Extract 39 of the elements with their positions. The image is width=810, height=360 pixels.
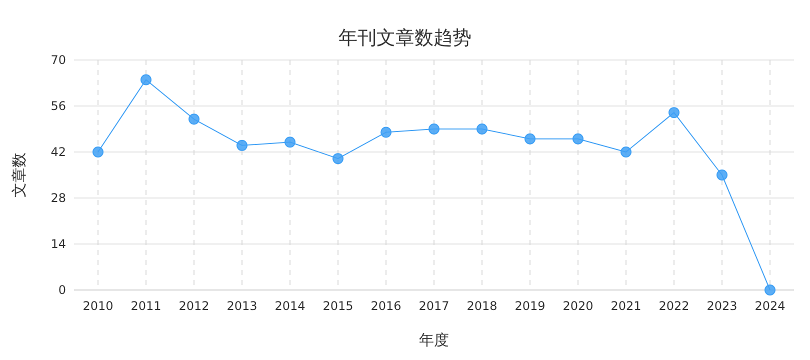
y-tick-label: 56	[50, 99, 66, 113]
x-tick-label: 2017	[418, 299, 450, 313]
point	[284, 136, 296, 148]
y-tick-label: 14	[50, 237, 66, 251]
point	[380, 126, 392, 138]
x-tick-label: 2011	[130, 299, 162, 313]
x-tick-label: 2019	[514, 299, 546, 313]
x-tick-label: 2018	[466, 299, 498, 313]
point	[332, 153, 344, 164]
x-tick-label: 2020	[562, 299, 594, 313]
point	[92, 146, 104, 158]
x-tick-label: 2014	[274, 299, 306, 313]
x-tick-label: 2024	[754, 299, 786, 313]
x-tick-label: 2016	[370, 299, 402, 313]
x-tick-label: 2015	[322, 299, 354, 313]
point	[188, 114, 200, 125]
x-tick-label: 2010	[82, 299, 114, 313]
point	[524, 133, 536, 144]
point	[140, 74, 152, 86]
point	[620, 146, 632, 158]
point	[428, 124, 440, 134]
point	[668, 107, 680, 118]
y-tick-label: 28	[50, 191, 66, 205]
point	[764, 284, 776, 296]
point	[572, 133, 584, 144]
x-tick-label: 2022	[658, 299, 690, 313]
y-tick-label: 0	[58, 283, 66, 297]
x-tick-label: 2021	[610, 299, 642, 313]
y-tick-label: 42	[50, 145, 66, 159]
x-tick-label: 2013	[226, 299, 258, 313]
y-tick-label: 70	[50, 53, 66, 67]
point	[476, 124, 488, 134]
x-tick-label: 2023	[706, 299, 738, 313]
chart-title: 年刊文章数趋势	[338, 27, 472, 49]
point	[236, 140, 248, 151]
point	[716, 170, 728, 180]
x-tick-label: 2012	[178, 299, 210, 313]
y-axis-title: 文章数	[10, 152, 28, 198]
x-axis-title: 年度	[419, 331, 449, 349]
